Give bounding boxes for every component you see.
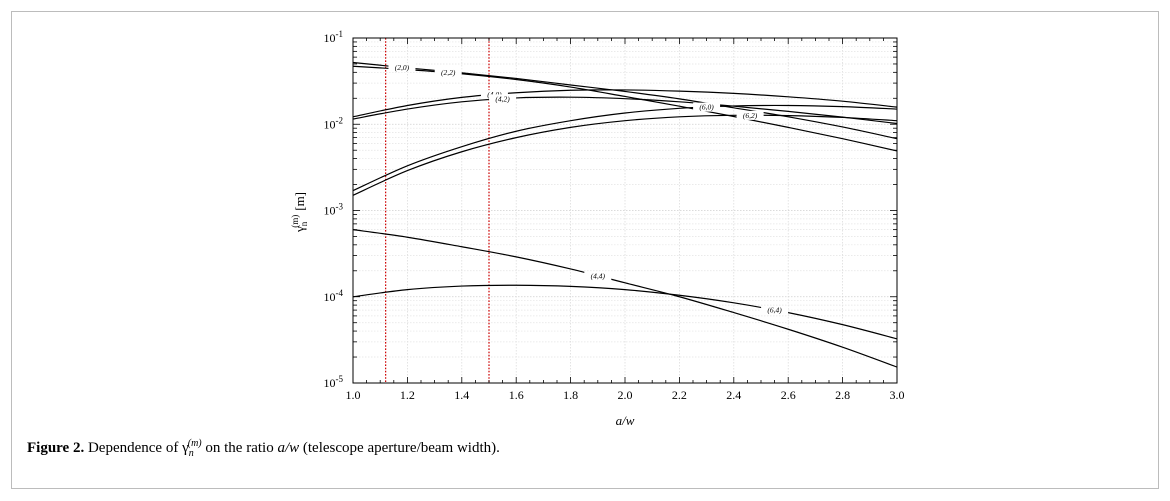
- series-line: [352, 104, 898, 192]
- series-label: (2,2): [441, 68, 456, 77]
- y-tick-label: 10-5: [324, 374, 344, 390]
- figure-frame: [11, 11, 1159, 489]
- tick-labels: 1.0 1.2 1.4 1.6 1.8 2.0 2.2 2.4 2.6 2.8 3.0 10-5 10-…: [324, 29, 905, 402]
- series-label-bg: [693, 102, 721, 112]
- caption-middle: on the ratio: [205, 440, 274, 456]
- x-tick-label: 1.8: [563, 388, 578, 402]
- series-lines: [352, 61, 898, 368]
- series-label-bg: [388, 62, 416, 72]
- series-label: (6,2): [743, 111, 758, 120]
- y-axis-label-sup: (m): [290, 215, 300, 228]
- series-line: [352, 89, 898, 118]
- series-label-bg: [736, 110, 764, 120]
- y-tick-label: 10-3: [324, 202, 344, 218]
- x-tick-label: 2.0: [618, 388, 633, 402]
- caption-prefix: Dependence of: [87, 440, 179, 456]
- x-tick-label: 1.6: [509, 388, 524, 402]
- axes: [352, 37, 898, 384]
- series-label-bg: [489, 94, 517, 104]
- series-label: (4,4): [591, 271, 606, 280]
- axis-titles: a/w γn(m) [m]: [290, 192, 635, 428]
- x-tick-label: 2.6: [781, 388, 796, 402]
- figure-label: Figure 2.: [27, 440, 85, 456]
- caption-sub: n: [188, 448, 194, 459]
- series-label: (2,0): [395, 63, 410, 72]
- svg-text:γn(m)[m]: γn(m) [m]: [290, 192, 309, 233]
- series-label: (4,2): [495, 94, 510, 103]
- figure-caption: Figure 2. Dependence of γn(m) on the rat…: [27, 438, 500, 459]
- y-axis-label-sub: n: [299, 221, 309, 226]
- series-label: (6,0): [699, 103, 714, 112]
- x-tick-label: 2.8: [835, 388, 850, 402]
- y-tick-label: 10-1: [324, 29, 344, 45]
- x-tick-label: 2.2: [672, 388, 687, 402]
- x-tick-label: 1.4: [454, 388, 469, 402]
- x-tick-label: 2.4: [726, 388, 741, 402]
- series-label-bg: [434, 68, 462, 78]
- series-line: [352, 229, 898, 368]
- series-line: [352, 114, 898, 196]
- y-axis-label-unit: [m]: [292, 192, 307, 211]
- x-tick-label: 1.0: [346, 388, 361, 402]
- chart: (2,0)(2,2)(4,0)(4,2)(6,0)(6,2)(4,4)(6,4)…: [290, 29, 905, 428]
- caption-symbol: γ: [182, 440, 189, 456]
- series-labels: (2,0)(2,2)(4,0)(4,2)(6,0)(6,2)(4,4)(6,4): [388, 62, 789, 315]
- caption-ratio: a/w: [277, 440, 300, 456]
- x-tick-label: 3.0: [890, 388, 905, 402]
- y-tick-label: 10-4: [324, 288, 344, 304]
- series-line: [352, 96, 898, 125]
- y-axis-label-symbol: γ: [292, 226, 307, 233]
- caption-sup: (m): [187, 438, 202, 449]
- x-axis-label: a/w: [616, 413, 635, 428]
- series-label-bg: [584, 271, 612, 281]
- series-label: (6,4): [767, 306, 782, 315]
- series-line: [352, 284, 898, 340]
- caption-suffix: (telescope aperture/beam width).: [302, 440, 500, 456]
- y-tick-label: 10-2: [324, 115, 344, 131]
- series-label-bg: [761, 305, 789, 315]
- plot-frame: [352, 37, 898, 384]
- y-axis-label: γn(m) [m]: [290, 192, 309, 233]
- x-tick-label: 1.2: [400, 388, 415, 402]
